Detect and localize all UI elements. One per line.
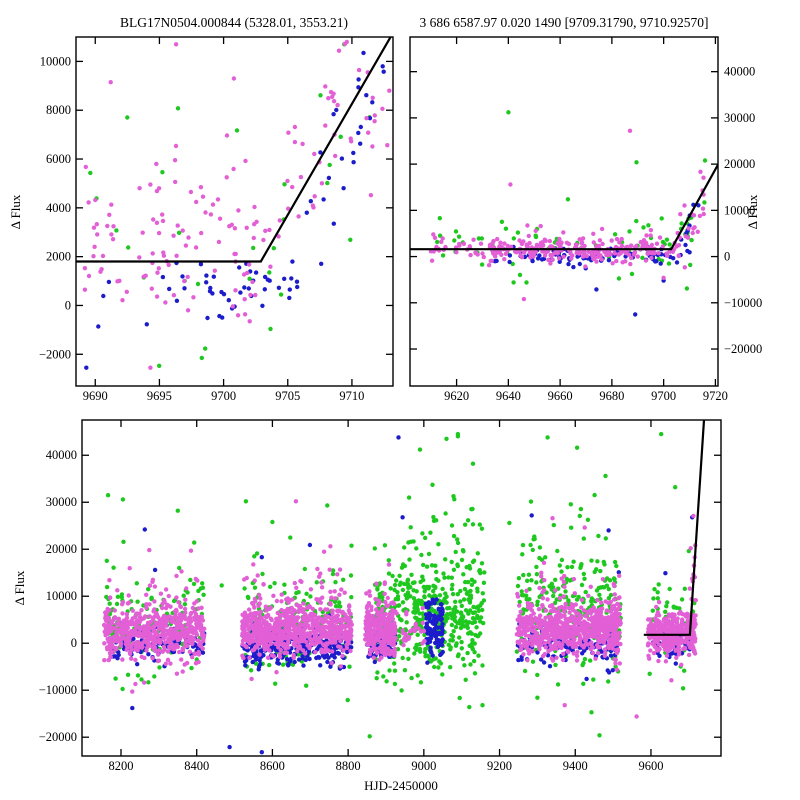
- svg-text:−20000: −20000: [724, 342, 762, 356]
- y-axis-label-top-left: Δ Flux: [8, 194, 23, 229]
- y-axis-label-bottom: Δ Flux: [12, 570, 27, 605]
- panel-bottom: 8200 8400 8600 8800 9000 9200 9400 9600−20000−1…: [39, 419, 722, 773]
- svg-text:−2000: −2000: [39, 347, 71, 361]
- axis-ticks: [82, 420, 721, 756]
- series-magenta: [82, 39, 392, 370]
- model-curve: [643, 420, 706, 636]
- svg-text:10000: 10000: [724, 203, 755, 217]
- panel-frame: [81, 419, 722, 757]
- y-axis-label-top-right: Δ Flux: [745, 194, 760, 229]
- axis-ticks: [410, 37, 718, 386]
- x-axis-label-bottom: HJD-2450000: [364, 778, 438, 793]
- svg-text:9640: 9640: [496, 389, 521, 403]
- svg-text:9660: 9660: [548, 389, 573, 403]
- series-blue: [107, 435, 697, 755]
- svg-text:10000: 10000: [40, 54, 71, 68]
- scatter-layer-top-right: [428, 110, 708, 317]
- svg-text:9700: 9700: [211, 389, 236, 403]
- model-curve: [76, 37, 392, 263]
- svg-text:9680: 9680: [599, 389, 624, 403]
- model-curve: [410, 164, 718, 251]
- series-magenta: [101, 499, 698, 719]
- panel-frame: [75, 36, 394, 387]
- scatter-layer-bottom: [101, 431, 698, 755]
- svg-text:9695: 9695: [147, 389, 172, 403]
- svg-text:0: 0: [65, 298, 71, 312]
- svg-text:9620: 9620: [444, 389, 469, 403]
- svg-text:9700: 9700: [651, 389, 676, 403]
- svg-text:9690: 9690: [83, 389, 108, 403]
- svg-text:30000: 30000: [724, 111, 755, 125]
- panel-top-right: 9620 9640 9660 9680 9700 9720 −20000 −10000 0 100…: [409, 36, 762, 403]
- scatter-layer-top-left: [82, 39, 392, 370]
- series-green: [104, 431, 697, 739]
- svg-text:4000: 4000: [46, 201, 71, 215]
- svg-text:20000: 20000: [724, 157, 755, 171]
- panel-title-top-left: BLG17N0504.000844 (5328.01, 3553.21): [120, 15, 348, 30]
- panel-frame: [409, 36, 719, 387]
- svg-text:2000: 2000: [46, 250, 71, 264]
- svg-text:8000: 8000: [46, 103, 71, 117]
- svg-text:9705: 9705: [275, 389, 300, 403]
- axis-ticks: [76, 37, 393, 386]
- panel-title-top-right: 3 686 6587.97 0.020 1490 [9709.31790, 97…: [419, 15, 708, 30]
- svg-text:6000: 6000: [46, 152, 71, 166]
- axis-tick-labels: 9620 9640 9660 9680 9700 9720 −20000 −10000 0 100…: [444, 65, 762, 403]
- series-green: [435, 110, 708, 291]
- series-magenta: [428, 128, 706, 302]
- svg-text:9720: 9720: [703, 389, 728, 403]
- svg-text:−10000: −10000: [724, 296, 762, 310]
- svg-text:0: 0: [724, 250, 730, 264]
- svg-text:40000: 40000: [724, 65, 755, 79]
- axis-tick-labels: 8200 8400 8600 8800 9000 9200 9400 9600−20000−1…: [39, 448, 664, 773]
- svg-text:9710: 9710: [339, 389, 364, 403]
- series-blue: [84, 50, 386, 370]
- axis-tick-labels: 9690 9695 9700 9705 9710 −2000 0 2000 4000 6000 80…: [39, 54, 364, 403]
- panel-top-left: 9690 9695 9700 9705 9710 −2000 0 2000 4000 6000 80…: [39, 36, 394, 403]
